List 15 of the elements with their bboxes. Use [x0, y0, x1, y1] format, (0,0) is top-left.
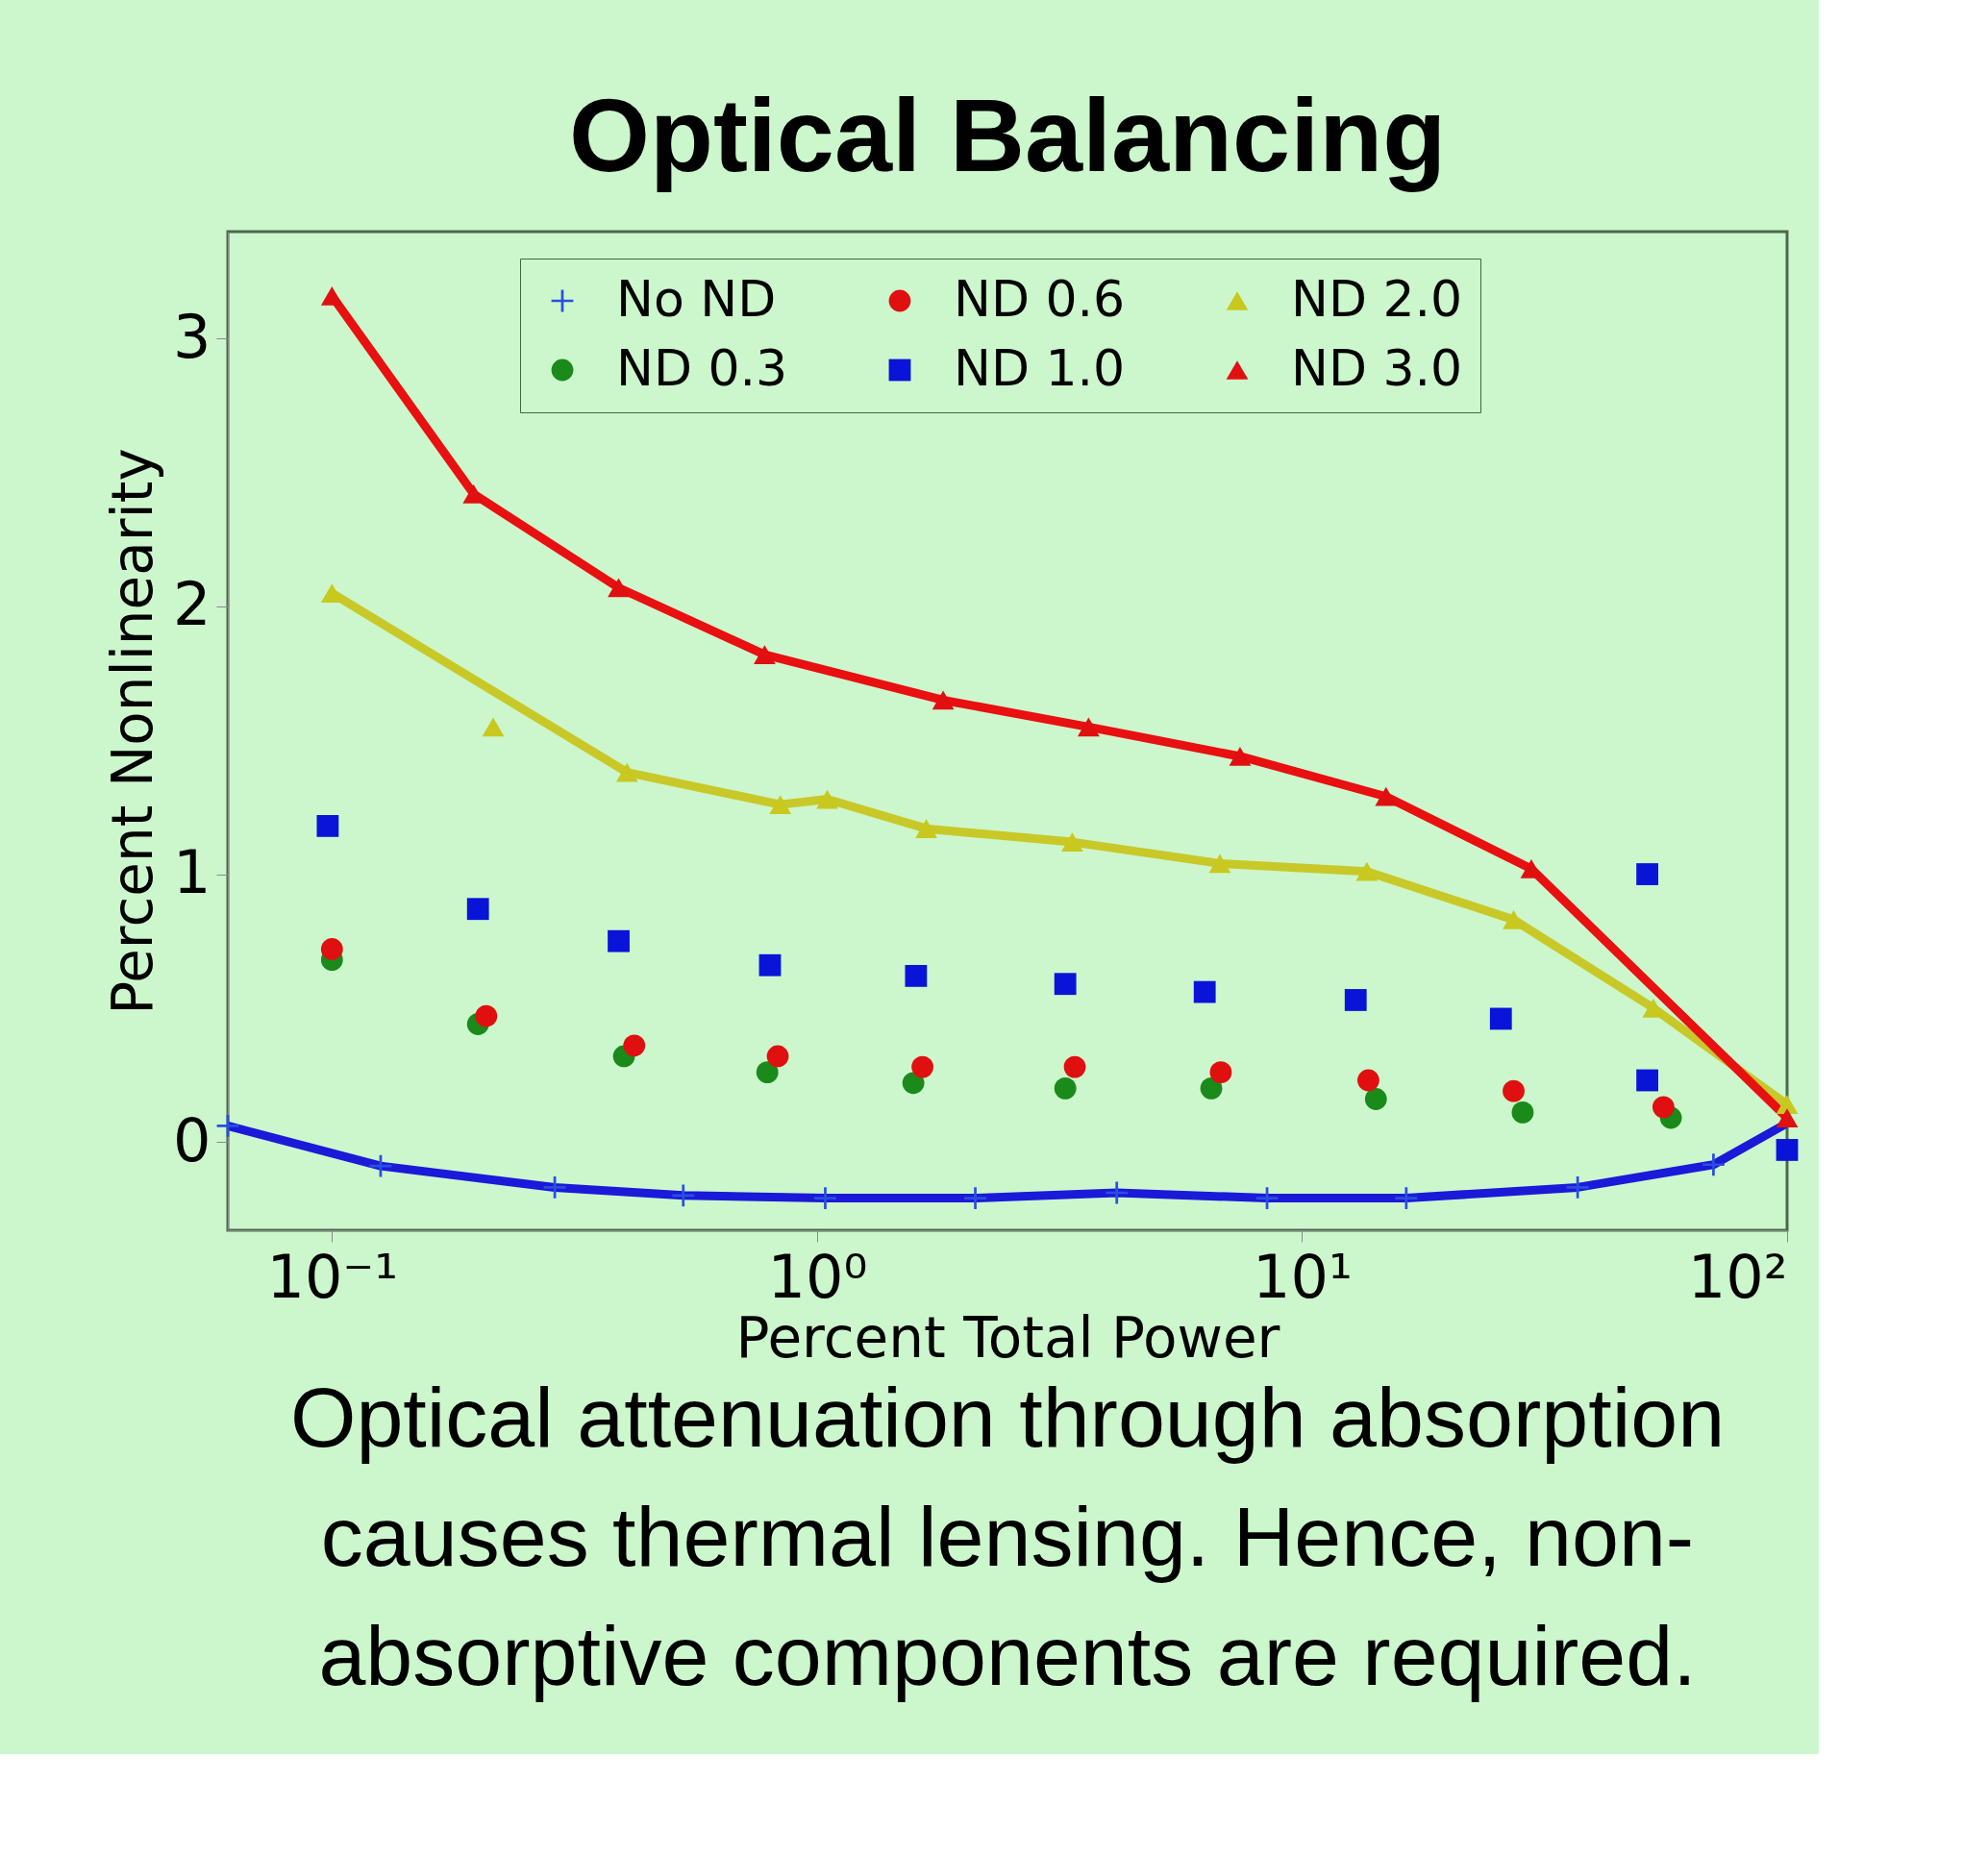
- legend-label: ND 1.0: [954, 339, 1126, 397]
- y-axis-title: Percent Nonlinearity: [100, 448, 166, 1015]
- x-tick-label: 10⁻¹: [266, 1241, 399, 1312]
- legend-label: ND 0.3: [616, 339, 788, 397]
- y-tick-label: 2: [173, 569, 211, 640]
- legend-label: ND 0.6: [954, 270, 1126, 328]
- legend-label: ND 2.0: [1291, 270, 1463, 328]
- y-tick-label: 0: [173, 1104, 211, 1175]
- y-tick-label: 3: [173, 301, 211, 372]
- chart-title: Optical Balancing: [568, 77, 1447, 193]
- y-tick-label: 1: [173, 837, 211, 908]
- legend-label: No ND: [616, 270, 777, 328]
- legend-label: ND 3.0: [1291, 339, 1463, 397]
- x-tick-label: 10²: [1687, 1241, 1788, 1312]
- text: Optical attenuation through absorption causes thermal lensing. Hence, non- absorptive components are required.: [289, 1370, 1726, 1703]
